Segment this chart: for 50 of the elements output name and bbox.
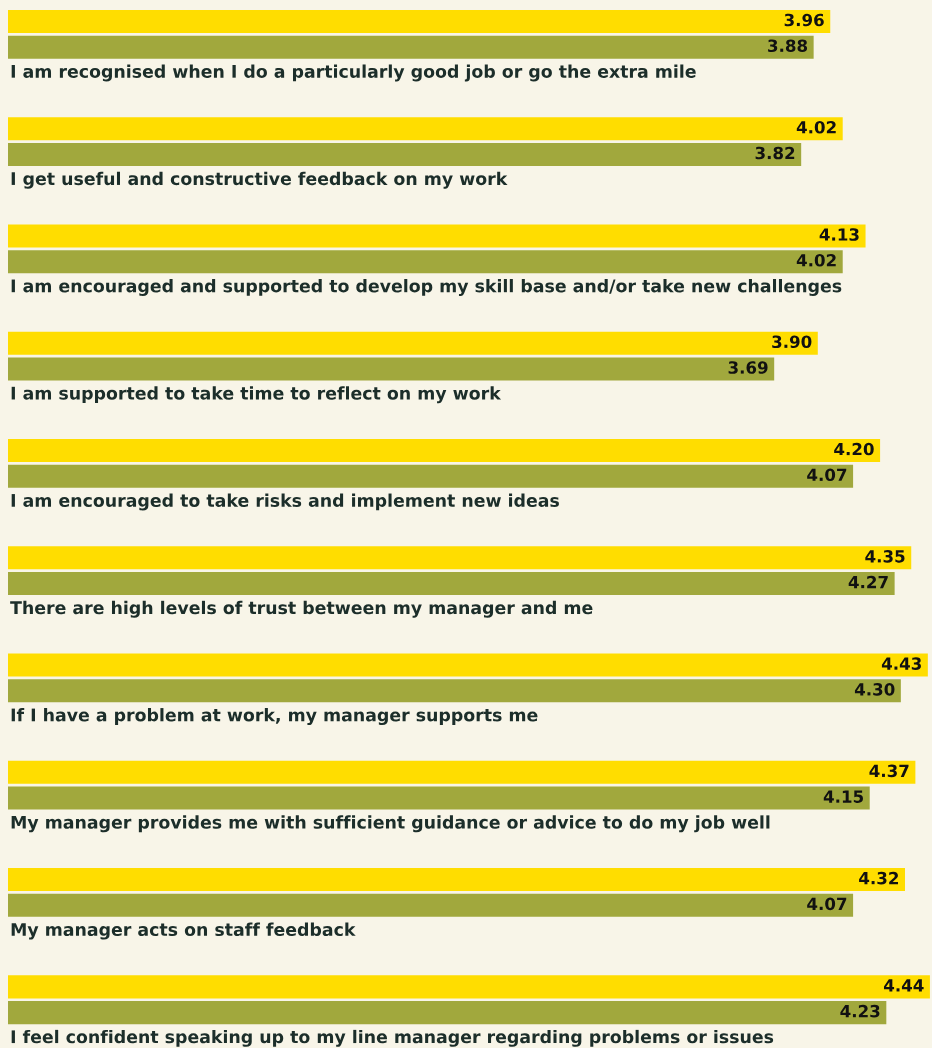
bar — [8, 975, 930, 999]
data-label: 4.35 — [865, 550, 905, 563]
bar — [8, 142, 802, 166]
data-label: 4.02 — [796, 253, 836, 267]
data-label: 4.20 — [834, 442, 874, 456]
data-label: 4.32 — [859, 871, 898, 885]
data-label: 4.43 — [881, 657, 921, 670]
y-tick-label: There are high levels of trust between my manager and me — [10, 600, 593, 618]
y-tick-label: If I have a problem at work, my manager supports me — [11, 708, 538, 726]
data-label: 4.44 — [884, 979, 924, 992]
bar — [8, 760, 916, 784]
y-tick-label: I get useful and constructive feedback on my work — [11, 171, 508, 189]
bar — [8, 224, 866, 248]
bar — [8, 653, 928, 677]
bar — [8, 464, 854, 488]
y-tick-label: I am recognised when I do a particularly good job or go the extra mile — [11, 64, 696, 82]
y-tick-label: I feel confident speaking up to my line manager regarding problems or issues — [11, 1029, 774, 1047]
data-label: 3.88 — [768, 39, 808, 53]
y-tick-label: I am encouraged to take risks and implement new ideas — [11, 493, 559, 511]
data-label: 4.23 — [840, 1004, 880, 1018]
y-tick-label: My manager provides me with sufficient guidance or advice to do my job well — [11, 815, 770, 833]
bar — [8, 250, 843, 274]
data-label: 4.07 — [807, 468, 847, 482]
data-label: 3.69 — [728, 361, 768, 374]
data-label: 4.30 — [854, 683, 895, 696]
bar — [8, 9, 831, 33]
bar — [8, 572, 895, 596]
y-tick-label: I am encouraged and supported to develop my skill base and/or take new challenges — [11, 279, 842, 296]
bar — [8, 893, 854, 917]
data-label: 3.90 — [772, 335, 812, 349]
data-label: 4.02 — [796, 120, 836, 134]
bar — [8, 546, 912, 570]
data-label: 3.82 — [755, 146, 795, 160]
bar — [8, 868, 906, 892]
y-tick-label: I am supported to take time to reflect on my work — [11, 386, 502, 404]
bar — [8, 438, 881, 463]
bar — [8, 35, 814, 59]
bar — [8, 357, 775, 381]
data-label: 4.07 — [807, 897, 847, 911]
data-label: 4.27 — [848, 575, 888, 589]
bar — [8, 679, 901, 703]
bar — [8, 1001, 887, 1025]
bar — [8, 117, 843, 141]
data-label: 4.13 — [819, 228, 859, 241]
bar — [8, 331, 818, 355]
data-label: 4.15 — [823, 790, 863, 803]
data-label: 4.37 — [869, 764, 909, 778]
data-label: 3.96 — [784, 13, 824, 27]
y-tick-label: My manager acts on staff feedback — [11, 922, 356, 940]
bar — [8, 786, 870, 810]
